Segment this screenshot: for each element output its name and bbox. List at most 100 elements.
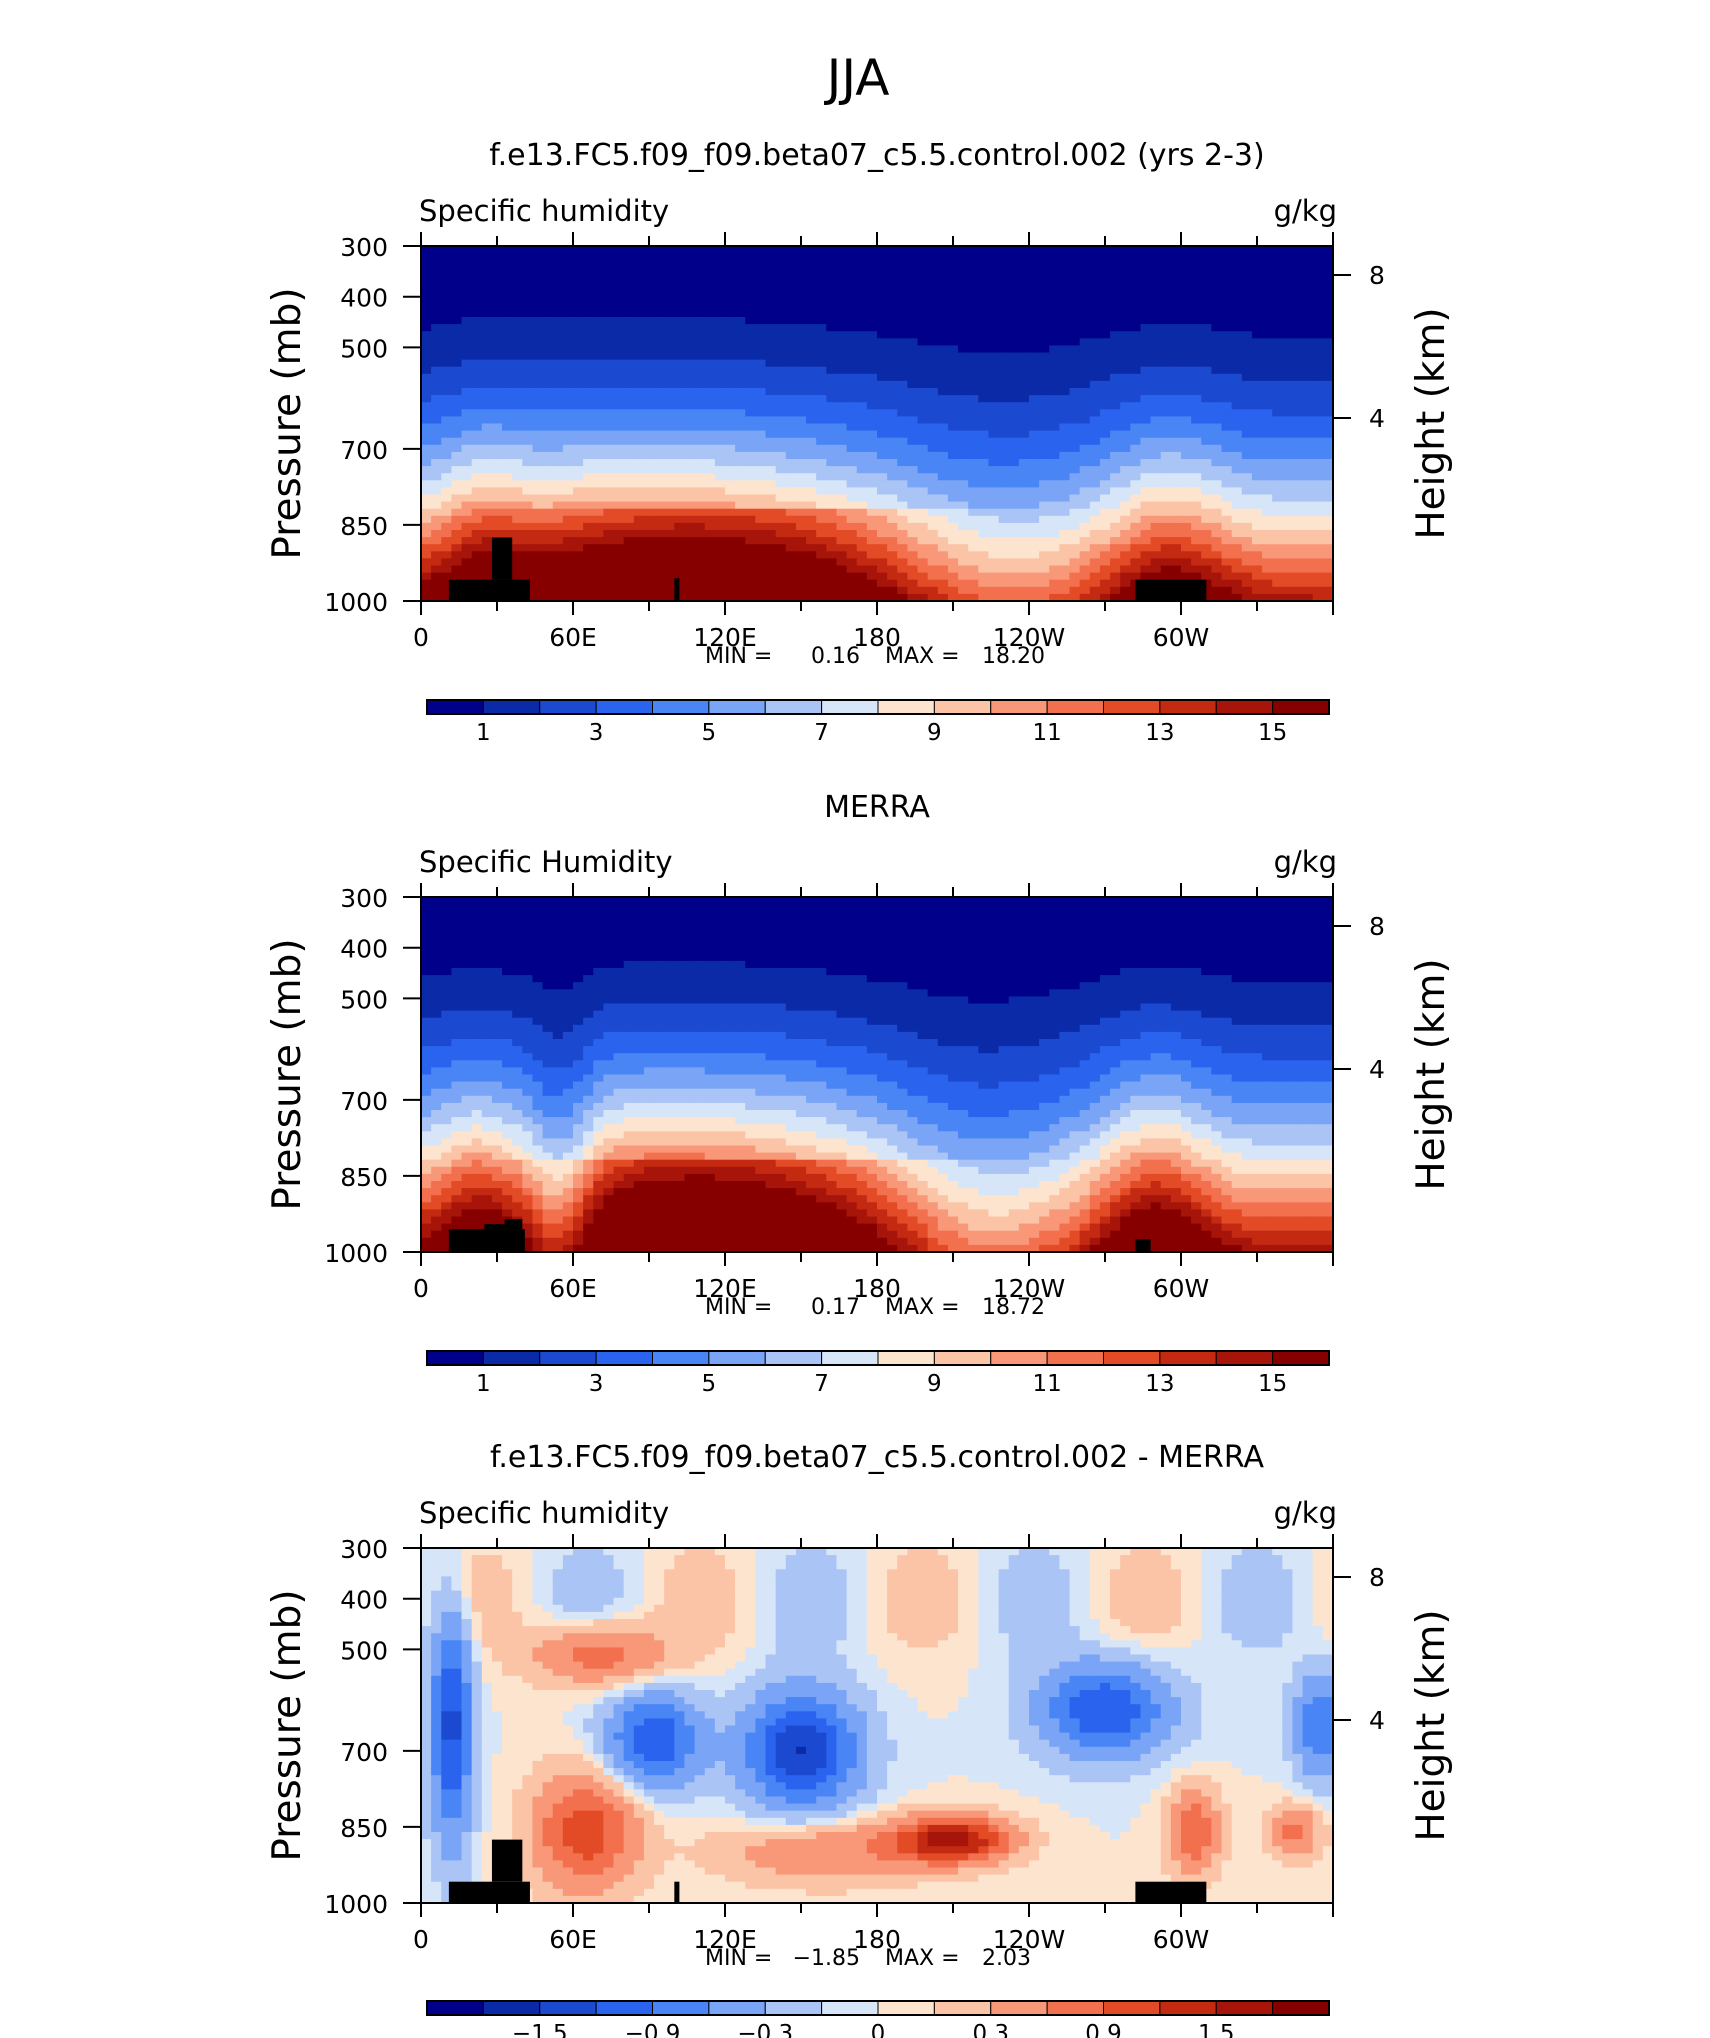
field-cell — [542, 451, 554, 460]
field-cell — [613, 423, 625, 432]
field-cell — [654, 253, 665, 261]
field-cell — [887, 345, 898, 354]
colorbar-swatch — [764, 699, 823, 715]
field-cell — [421, 473, 432, 481]
field-cell — [441, 1195, 452, 1203]
field-cell — [1110, 295, 1121, 304]
field-cell — [1272, 416, 1283, 425]
field-cell — [1110, 501, 1121, 510]
field-cell — [1079, 444, 1091, 453]
field-cell — [451, 975, 463, 983]
field-cell — [988, 544, 1000, 552]
field-cell — [1089, 366, 1101, 375]
field-cell — [907, 267, 919, 275]
field-cell — [1018, 373, 1030, 382]
field-cell — [866, 437, 878, 446]
field-cell — [887, 586, 898, 595]
field-cell — [694, 395, 706, 403]
field-cell — [431, 1003, 442, 1012]
field-cell — [451, 1209, 463, 1218]
field-cell — [887, 402, 898, 410]
field-cell — [917, 572, 929, 581]
field-cell — [643, 423, 655, 432]
field-cell — [431, 918, 442, 926]
field-cell — [806, 551, 817, 559]
field-cell — [968, 331, 979, 339]
field-cell — [947, 317, 959, 325]
field-cell — [441, 274, 452, 283]
field-cell — [1191, 522, 1202, 531]
field-cell — [1170, 373, 1182, 382]
field-cell — [795, 309, 807, 318]
field-cell — [856, 331, 868, 339]
field-cell — [1312, 501, 1324, 510]
field-cell — [866, 246, 878, 254]
field-cell — [1089, 395, 1101, 403]
field-cell — [441, 522, 452, 531]
field-cell — [1181, 388, 1192, 396]
field-cell — [765, 402, 777, 410]
field-cell — [846, 522, 858, 531]
field-cell — [664, 388, 675, 396]
field-cell — [431, 281, 442, 290]
field-cell — [522, 324, 534, 332]
field-cell — [978, 380, 990, 389]
field-cell — [694, 246, 706, 254]
field-cell — [968, 522, 979, 531]
field-cell — [725, 551, 736, 559]
field-cell — [927, 324, 939, 332]
field-cell — [897, 274, 908, 283]
field-cell — [431, 317, 442, 325]
field-cell — [1069, 309, 1081, 318]
field-cell — [421, 1067, 432, 1076]
field-cell — [1110, 430, 1121, 439]
field-cell — [633, 359, 645, 368]
field-cell — [421, 1010, 432, 1019]
field-cell — [461, 897, 473, 905]
field-cell — [1059, 444, 1071, 453]
field-cell — [522, 508, 534, 517]
field-cell — [836, 430, 848, 439]
field-cell — [1039, 302, 1050, 311]
field-cell — [1201, 444, 1212, 453]
field-cell — [684, 466, 696, 474]
field-cell — [431, 989, 442, 997]
field-cell — [958, 522, 969, 531]
field-cell — [978, 522, 990, 531]
field-cell — [643, 501, 655, 510]
field-cell — [887, 409, 898, 417]
field-cell — [441, 508, 452, 517]
field-cell — [968, 267, 979, 275]
field-cell — [1079, 260, 1091, 268]
field-cell — [846, 501, 858, 510]
field-cell — [1069, 515, 1081, 524]
field-cell — [1079, 537, 1091, 545]
field-cell — [947, 537, 959, 545]
field-cell — [431, 996, 442, 1005]
field-cell — [593, 423, 604, 432]
field-cell — [1312, 558, 1324, 567]
field-cell — [613, 395, 625, 403]
field-cell — [603, 324, 615, 332]
field-cell — [927, 402, 939, 410]
field-cell — [1221, 359, 1233, 368]
field-cell — [603, 522, 615, 531]
field-cell — [998, 508, 1010, 517]
field-cell — [1089, 402, 1101, 410]
field-cell — [471, 989, 483, 997]
field-cell — [704, 558, 716, 567]
field-cell — [481, 444, 493, 453]
field-cell — [1120, 309, 1131, 318]
field-cell — [968, 586, 979, 595]
field-cell — [1029, 487, 1040, 496]
field-cell — [491, 302, 503, 311]
field-cell — [532, 544, 544, 552]
field-cell — [1201, 466, 1212, 474]
field-cell — [998, 366, 1010, 375]
field-cell — [998, 572, 1010, 581]
field-cell — [1322, 274, 1334, 283]
field-cell — [694, 501, 706, 510]
field-cell — [917, 494, 929, 503]
field-cell — [603, 246, 615, 254]
field-cell — [1292, 593, 1304, 602]
